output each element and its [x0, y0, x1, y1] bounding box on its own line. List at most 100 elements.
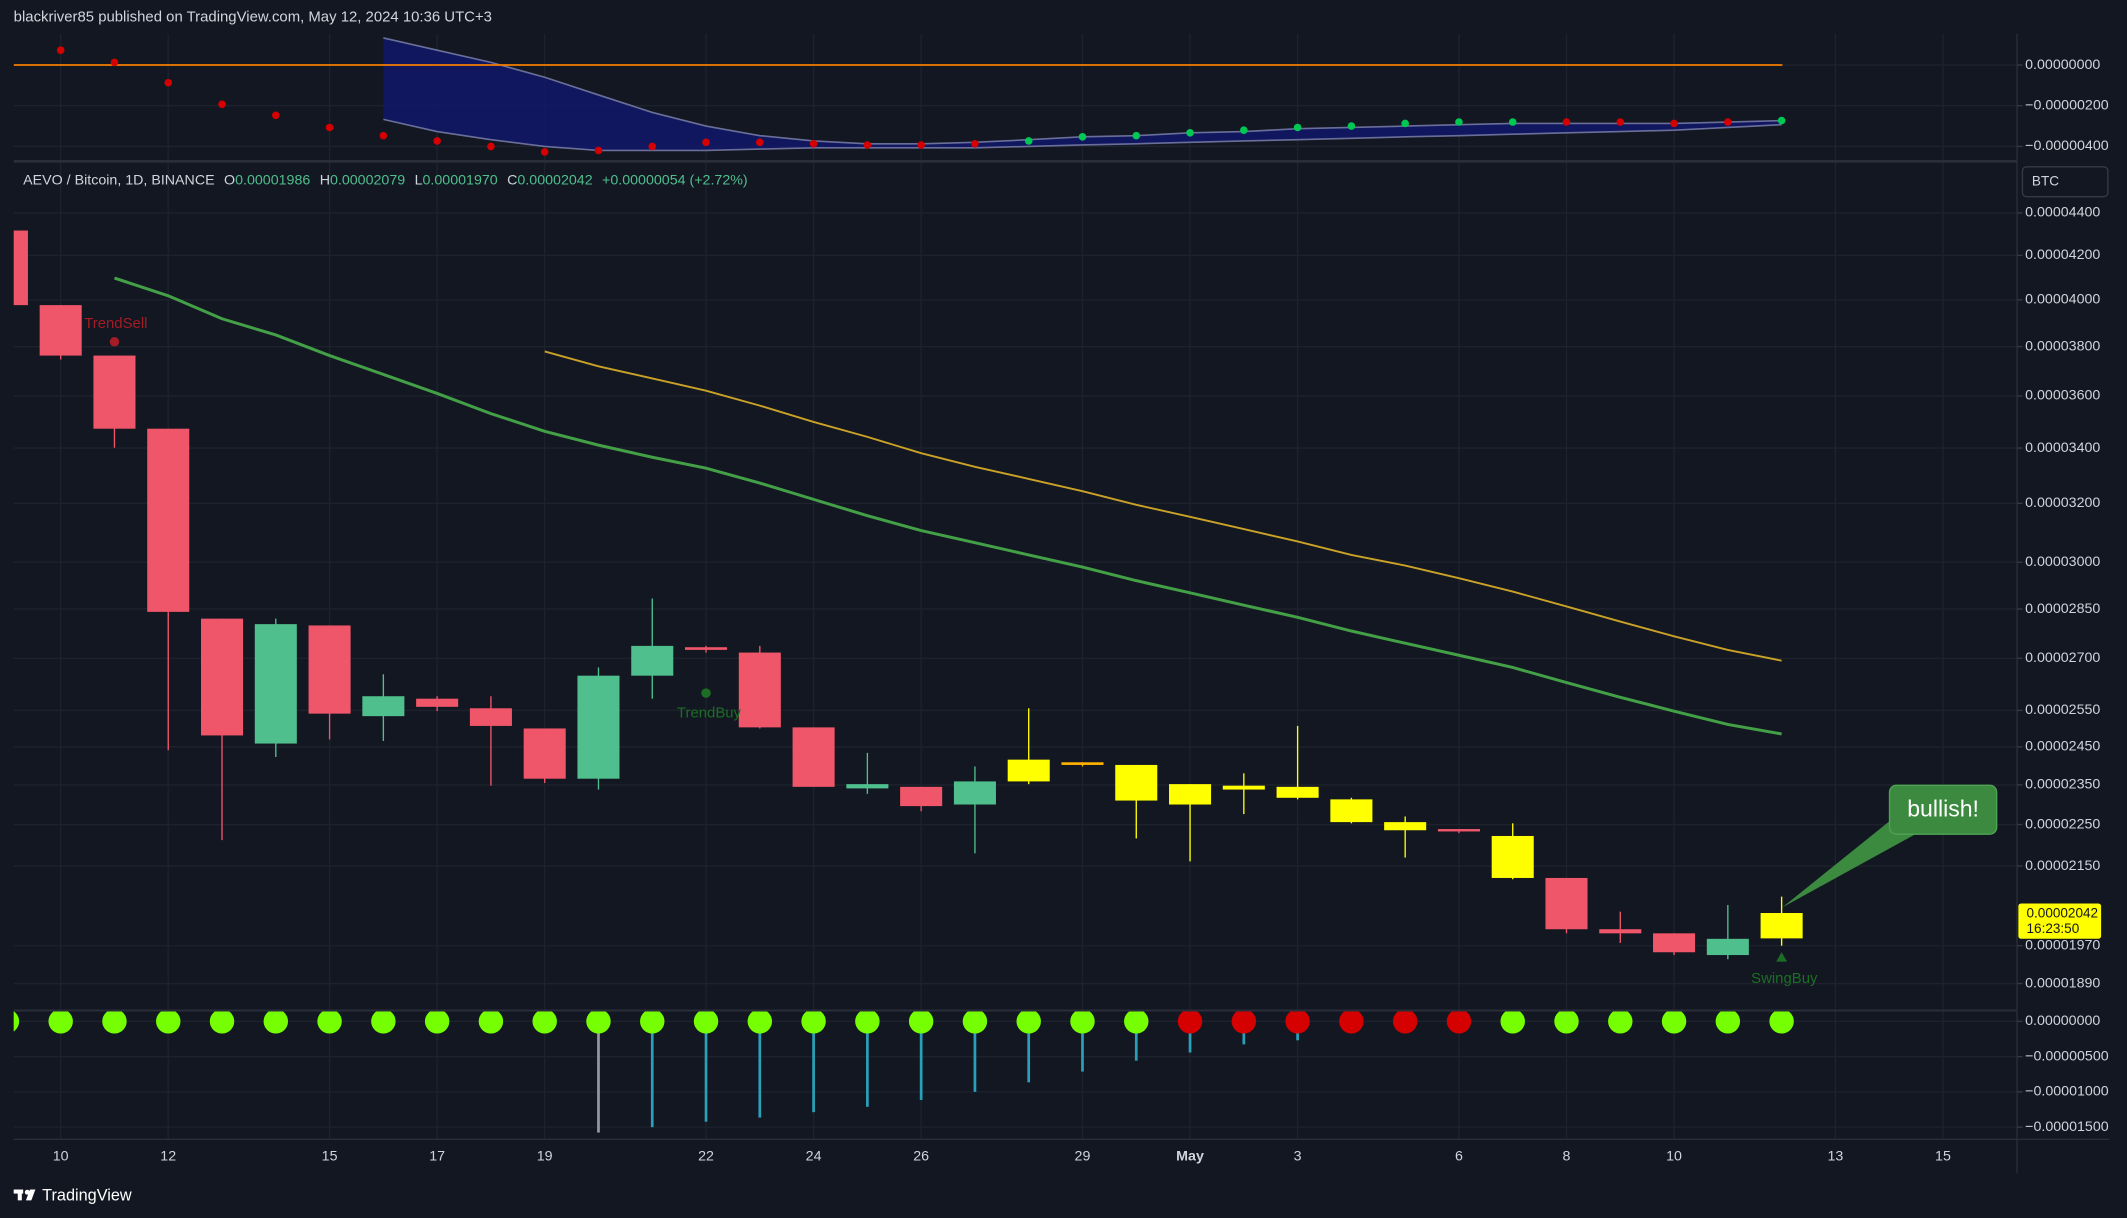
- currency-box: [2021, 166, 2109, 198]
- dot: [272, 111, 280, 120]
- signal-dot: [1231, 1010, 1257, 1034]
- band-fill: [383, 37, 1782, 151]
- dot: [379, 131, 388, 140]
- candle-body: [577, 675, 620, 779]
- dot: [1616, 118, 1625, 126]
- candle-body: [1545, 877, 1588, 930]
- y-tick-label: 0.00002450: [2025, 739, 2100, 755]
- legend-value: 0.00002042: [517, 172, 592, 188]
- x-tick-label: 26: [913, 1149, 929, 1165]
- dot: [540, 148, 549, 156]
- candle-body: [1330, 799, 1373, 823]
- histogram-bar: [812, 1021, 815, 1113]
- dot: [1455, 118, 1463, 126]
- dot: [1347, 122, 1356, 130]
- y-tick-label: 0.00004400: [2025, 205, 2100, 221]
- last-price-box: [2018, 903, 2102, 939]
- legend-key: C: [507, 172, 517, 188]
- y-tick-label: −0.00000200: [2025, 97, 2109, 113]
- y-tick-label: 0.00001890: [2025, 975, 2100, 991]
- dot: [1670, 119, 1678, 128]
- candle-body: [1384, 822, 1427, 831]
- y-tick-label: 0.00003800: [2025, 338, 2100, 354]
- y-tick-label: 0.00003000: [2025, 554, 2100, 570]
- dot: [756, 138, 764, 147]
- price-pane: TrendSell TrendBuy SwingBuy: [13, 230, 1818, 987]
- candle-body: [1276, 786, 1319, 798]
- signal-dot: [156, 1010, 181, 1034]
- histogram-bar: [650, 1021, 654, 1128]
- dot: [863, 141, 872, 149]
- x-tick-label: 6: [1455, 1149, 1463, 1165]
- signal-dot: [1608, 1010, 1633, 1034]
- x-tick-label: 15: [1935, 1149, 1951, 1165]
- candle-body: [1222, 785, 1265, 790]
- moving-average: [544, 350, 1782, 662]
- candle-body: [953, 781, 996, 805]
- oscillator-pane: [13, 1010, 1794, 1133]
- candle-body: [13, 230, 28, 306]
- signal-marker: [109, 337, 120, 347]
- dot: [971, 139, 979, 148]
- signal-dot: [586, 1010, 611, 1034]
- signal-marker: [1776, 952, 1788, 962]
- signal-dot: [1715, 1010, 1741, 1034]
- dot: [917, 141, 925, 149]
- candle-body: [900, 786, 943, 807]
- y-tick-label: 0.00002850: [2025, 601, 2100, 617]
- signal-dot: [1446, 1010, 1472, 1034]
- signal-dot: [1661, 1010, 1687, 1034]
- dot: [1186, 128, 1194, 137]
- signal-dot: [1769, 1010, 1794, 1034]
- histogram-bar: [973, 1021, 977, 1092]
- x-tick-label: 19: [537, 1149, 553, 1165]
- histogram-bar: [1134, 1021, 1138, 1061]
- dot: [1508, 118, 1517, 126]
- y-tick-label: 0.00003200: [2025, 495, 2100, 511]
- legend-value: 0.00001986: [235, 172, 310, 188]
- legend-key: H: [320, 172, 330, 188]
- annotation: TrendBuy: [677, 705, 742, 721]
- histogram-bar: [758, 1021, 762, 1118]
- signal-dot: [532, 1010, 557, 1034]
- signal-dot: [1554, 1010, 1579, 1034]
- x-tick-label: 22: [698, 1149, 714, 1165]
- logo-part: [17, 1189, 22, 1201]
- x-tick-label: 24: [806, 1149, 822, 1165]
- candle-body: [1653, 933, 1696, 953]
- signal-dot: [478, 1010, 504, 1034]
- y-tick-label: 0.00000000: [2025, 1013, 2100, 1029]
- candle-body: [39, 305, 82, 356]
- signal-dot: [1016, 1010, 1041, 1034]
- dot: [1240, 126, 1248, 134]
- y-tick-label: 0.00004200: [2025, 247, 2100, 263]
- signal-dot: [1285, 1010, 1310, 1034]
- candle-body: [254, 624, 297, 744]
- dot: [809, 139, 818, 148]
- y-tick-label: −0.00000400: [2025, 138, 2109, 154]
- histogram-bar: [1081, 1021, 1084, 1072]
- y-tick-label: −0.00000500: [2025, 1048, 2109, 1064]
- symbol: AEVO / Bitcoin, 1D, BINANCE: [23, 172, 214, 188]
- dot: [164, 78, 173, 87]
- dot: [110, 58, 119, 67]
- x-tick-label: 15: [322, 1149, 338, 1165]
- candle-body: [1491, 835, 1534, 878]
- x-tick-label: 10: [1666, 1149, 1682, 1165]
- x-tick-label: 13: [1827, 1149, 1843, 1165]
- logo-part: [25, 1189, 36, 1201]
- x-tick-label: 17: [429, 1149, 445, 1165]
- indicator-pane: [13, 37, 1786, 156]
- legend-value: 0.00001970: [423, 172, 498, 188]
- dot: [1078, 133, 1087, 141]
- dot: [433, 137, 441, 145]
- signal-dot: [640, 1010, 665, 1034]
- y-tick-label: 0.00002550: [2025, 702, 2100, 718]
- signal-dot: [962, 1010, 988, 1034]
- signal-dot: [908, 1010, 934, 1034]
- signal-dot: [102, 1010, 127, 1034]
- signal-dot: [1500, 1010, 1525, 1034]
- dot: [1777, 116, 1786, 125]
